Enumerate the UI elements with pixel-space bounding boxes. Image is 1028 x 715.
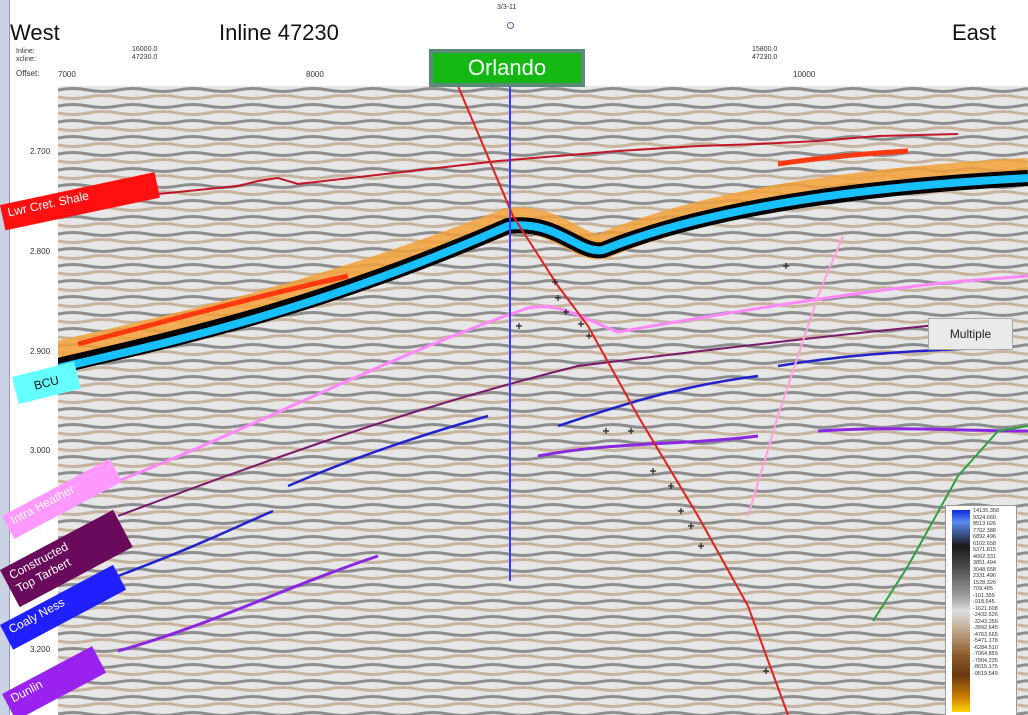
offset-label: Offset:: [16, 69, 40, 78]
y-label-2800: 2.800: [30, 247, 51, 256]
horizon-top-tarbert: [117, 320, 979, 517]
peak-event-blue: [58, 174, 1028, 372]
multiple-label: Multiple: [928, 318, 1013, 350]
well-path-green: [872, 425, 1028, 622]
horizon-lwr-cret-shale: [137, 133, 959, 197]
hot-amplitude-left: [77, 273, 349, 347]
top-tick-2: 15800.0 47230.0: [752, 46, 778, 61]
east-label: East: [952, 20, 997, 45]
offset-tick-1: 7000: [58, 70, 76, 79]
window-frame-left: [0, 0, 10, 715]
hot-amplitude-right: [777, 148, 909, 167]
top-tick-1: 16000.0 47230.0: [132, 46, 158, 61]
colorbar-gradient: [952, 510, 970, 712]
west-label: West: [10, 20, 60, 45]
inline-title: Inline 47230: [219, 20, 339, 45]
y-label-3000: 3.000: [30, 446, 51, 455]
offset-tick-3: 10000: [793, 70, 816, 79]
colorbar-values: 14135.358 9324.660 8513.026 7702.388 689…: [973, 508, 999, 677]
y-label-3200: 3.200: [30, 645, 51, 654]
fault-pick-markers: [516, 263, 789, 674]
y-label-2900: 2.900: [30, 347, 51, 356]
fault-line-pink: [747, 235, 844, 517]
y-label-2700: 2.700: [30, 147, 51, 156]
offset-tick-2: 8000: [306, 70, 324, 79]
well-location-icon: [507, 22, 514, 29]
fault-line: [457, 86, 789, 715]
horizon-coaly-ness: [117, 346, 989, 578]
well-name-box: Orlando: [429, 49, 585, 87]
row-labels: Inline: xcline:: [16, 48, 36, 63]
horizon-intra-heather: [117, 274, 1028, 483]
well-top-label: 3/3-11: [497, 4, 517, 11]
seismic-image: [58, 86, 1028, 715]
amplitude-colorbar: 14135.358 9324.660 8513.026 7702.388 689…: [945, 505, 1017, 715]
